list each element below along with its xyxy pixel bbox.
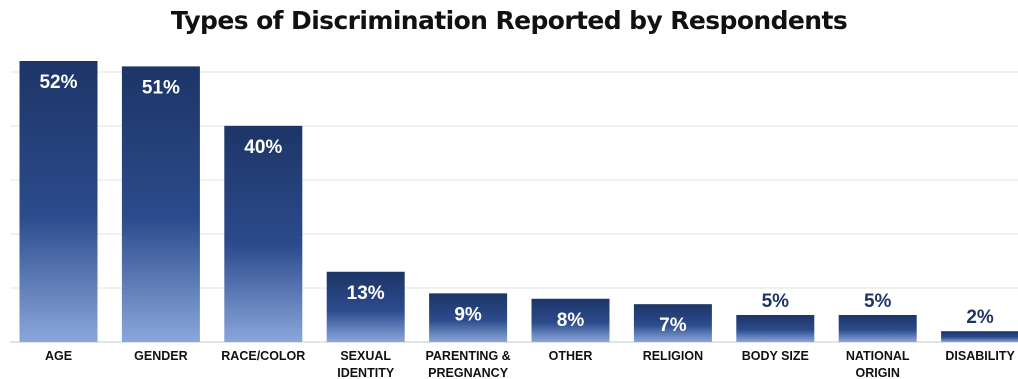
- bar-value-label: 52%: [39, 72, 77, 93]
- bar: [121, 66, 200, 343]
- bars: [19, 61, 1018, 343]
- bar: [941, 331, 1018, 342]
- category-tick-label: NATIONAL: [846, 349, 910, 363]
- bar-value-label: 51%: [142, 77, 180, 98]
- category-tick-labels: AGE GENDER RACE/COLOR SEXUAL IDENTITY PARENTI…: [45, 349, 1016, 379]
- category-tick-label: SEXUAL: [340, 349, 391, 363]
- category-tick-label: AGE: [45, 349, 72, 363]
- bar-value-label: 7%: [659, 315, 687, 336]
- bar-value-label: 5%: [864, 291, 892, 312]
- bar-value-label: 40%: [244, 137, 282, 158]
- category-tick-label: IDENTITY: [337, 366, 395, 379]
- category-tick-label: OTHER: [549, 349, 593, 363]
- bar: [429, 293, 508, 342]
- bar-value-label: 8%: [557, 310, 585, 331]
- bar: [633, 304, 712, 342]
- bar: [838, 314, 917, 342]
- category-tick-label: RACE/COLOR: [221, 349, 305, 363]
- bar-value-label: 13%: [347, 283, 385, 304]
- bar: [224, 125, 303, 342]
- bar: [19, 61, 98, 342]
- bar-value-label: 5%: [762, 291, 790, 312]
- bar: [736, 314, 815, 342]
- category-tick-label: GENDER: [134, 349, 187, 363]
- category-tick-label: PREGNANCY: [428, 366, 509, 379]
- bar: [531, 298, 610, 342]
- bar-value-label: 2%: [966, 307, 994, 328]
- bar-value-label: 9%: [454, 304, 482, 325]
- category-tick-label: PARENTING &: [426, 349, 511, 363]
- category-tick-label: RELIGION: [643, 349, 703, 363]
- category-tick-label: BODY SIZE: [742, 349, 809, 363]
- category-tick-label: ORIGIN: [855, 366, 899, 379]
- chart-title: Types of Discrimination Reported by Resp…: [170, 6, 848, 35]
- data-labels: 52% 51% 40% 13% 9% 8% 7% 5% 5% 2%: [39, 72, 993, 336]
- bar: [326, 271, 405, 342]
- category-tick-label: DISABILITY: [945, 349, 1015, 363]
